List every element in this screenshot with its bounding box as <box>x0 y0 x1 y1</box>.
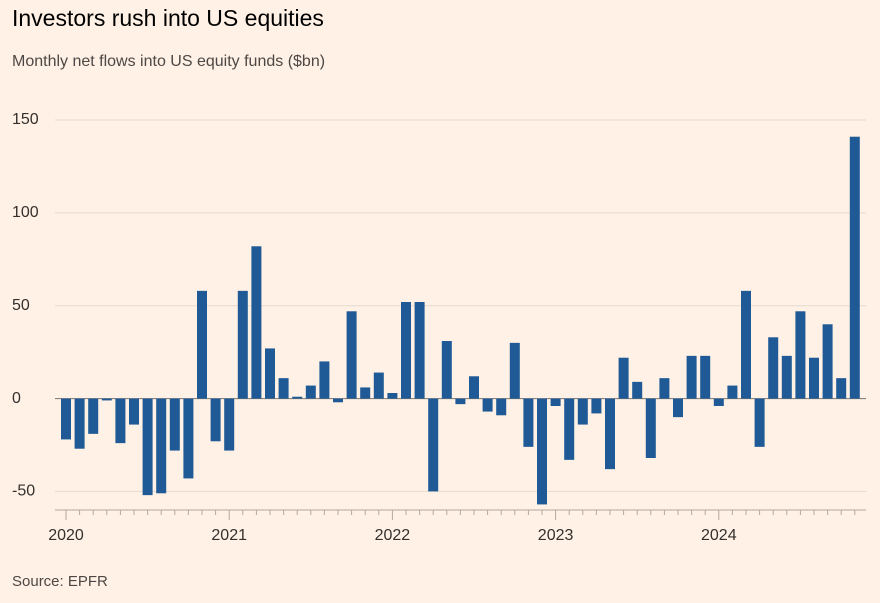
bar <box>61 398 71 440</box>
bar <box>183 398 194 479</box>
bar <box>428 398 439 492</box>
bar <box>278 378 289 399</box>
bar <box>605 398 615 470</box>
bar <box>333 398 343 403</box>
bar <box>496 398 507 416</box>
bar <box>645 398 656 458</box>
bar <box>659 378 670 399</box>
bar <box>550 398 561 406</box>
bar <box>401 302 411 399</box>
bar <box>319 361 330 399</box>
bar <box>414 302 425 399</box>
bar <box>251 246 262 399</box>
bar <box>156 398 167 494</box>
bar <box>224 398 235 451</box>
bar <box>88 398 99 434</box>
x-tick-label: 2021 <box>211 527 247 544</box>
bar <box>469 376 479 399</box>
bar <box>768 337 779 399</box>
bar <box>591 398 602 414</box>
bar <box>727 385 738 399</box>
chart-title: Investors rush into US equities <box>12 5 324 31</box>
bar <box>836 378 847 399</box>
bar <box>169 398 180 451</box>
bar <box>101 398 112 401</box>
y-tick-label: -50 <box>12 483 35 500</box>
source: Source: EPFR <box>12 573 108 590</box>
bar <box>795 311 806 399</box>
x-tick-label: 2020 <box>48 527 84 544</box>
bar <box>781 355 792 399</box>
x-tick-label: 2024 <box>701 527 737 544</box>
bar <box>346 311 357 399</box>
bar <box>632 381 643 399</box>
bar <box>741 290 751 399</box>
bar <box>618 357 629 399</box>
bar <box>142 398 153 496</box>
bar <box>809 357 819 399</box>
bar <box>537 398 547 505</box>
bar <box>360 387 371 399</box>
y-tick-label: 50 <box>12 297 30 314</box>
bar <box>115 398 126 444</box>
bar <box>523 398 534 447</box>
bar <box>564 398 575 460</box>
bar <box>305 385 316 399</box>
bar <box>509 342 520 399</box>
bar <box>700 355 711 399</box>
bar <box>197 290 207 399</box>
bar <box>455 398 466 405</box>
bar <box>387 393 398 399</box>
bar <box>482 398 493 412</box>
bar <box>292 396 303 399</box>
bar <box>673 398 683 418</box>
x-tick-label: 2022 <box>375 527 411 544</box>
bar <box>74 398 85 449</box>
y-tick-label: 100 <box>12 204 39 221</box>
bar <box>822 324 833 399</box>
bar <box>849 136 860 399</box>
x-tick-label: 2023 <box>538 527 574 544</box>
bar <box>754 398 765 447</box>
bar <box>713 398 724 406</box>
bar <box>210 398 221 442</box>
y-tick-label: 0 <box>12 390 21 407</box>
bar <box>265 348 275 399</box>
y-tick-label: 150 <box>12 111 39 128</box>
chart-subtitle: Monthly net flows into US equity funds (… <box>12 53 325 70</box>
bar <box>129 398 139 425</box>
bar <box>237 290 248 399</box>
bar <box>441 341 452 399</box>
bar <box>577 398 588 425</box>
bar <box>686 355 697 399</box>
bar <box>373 372 384 399</box>
